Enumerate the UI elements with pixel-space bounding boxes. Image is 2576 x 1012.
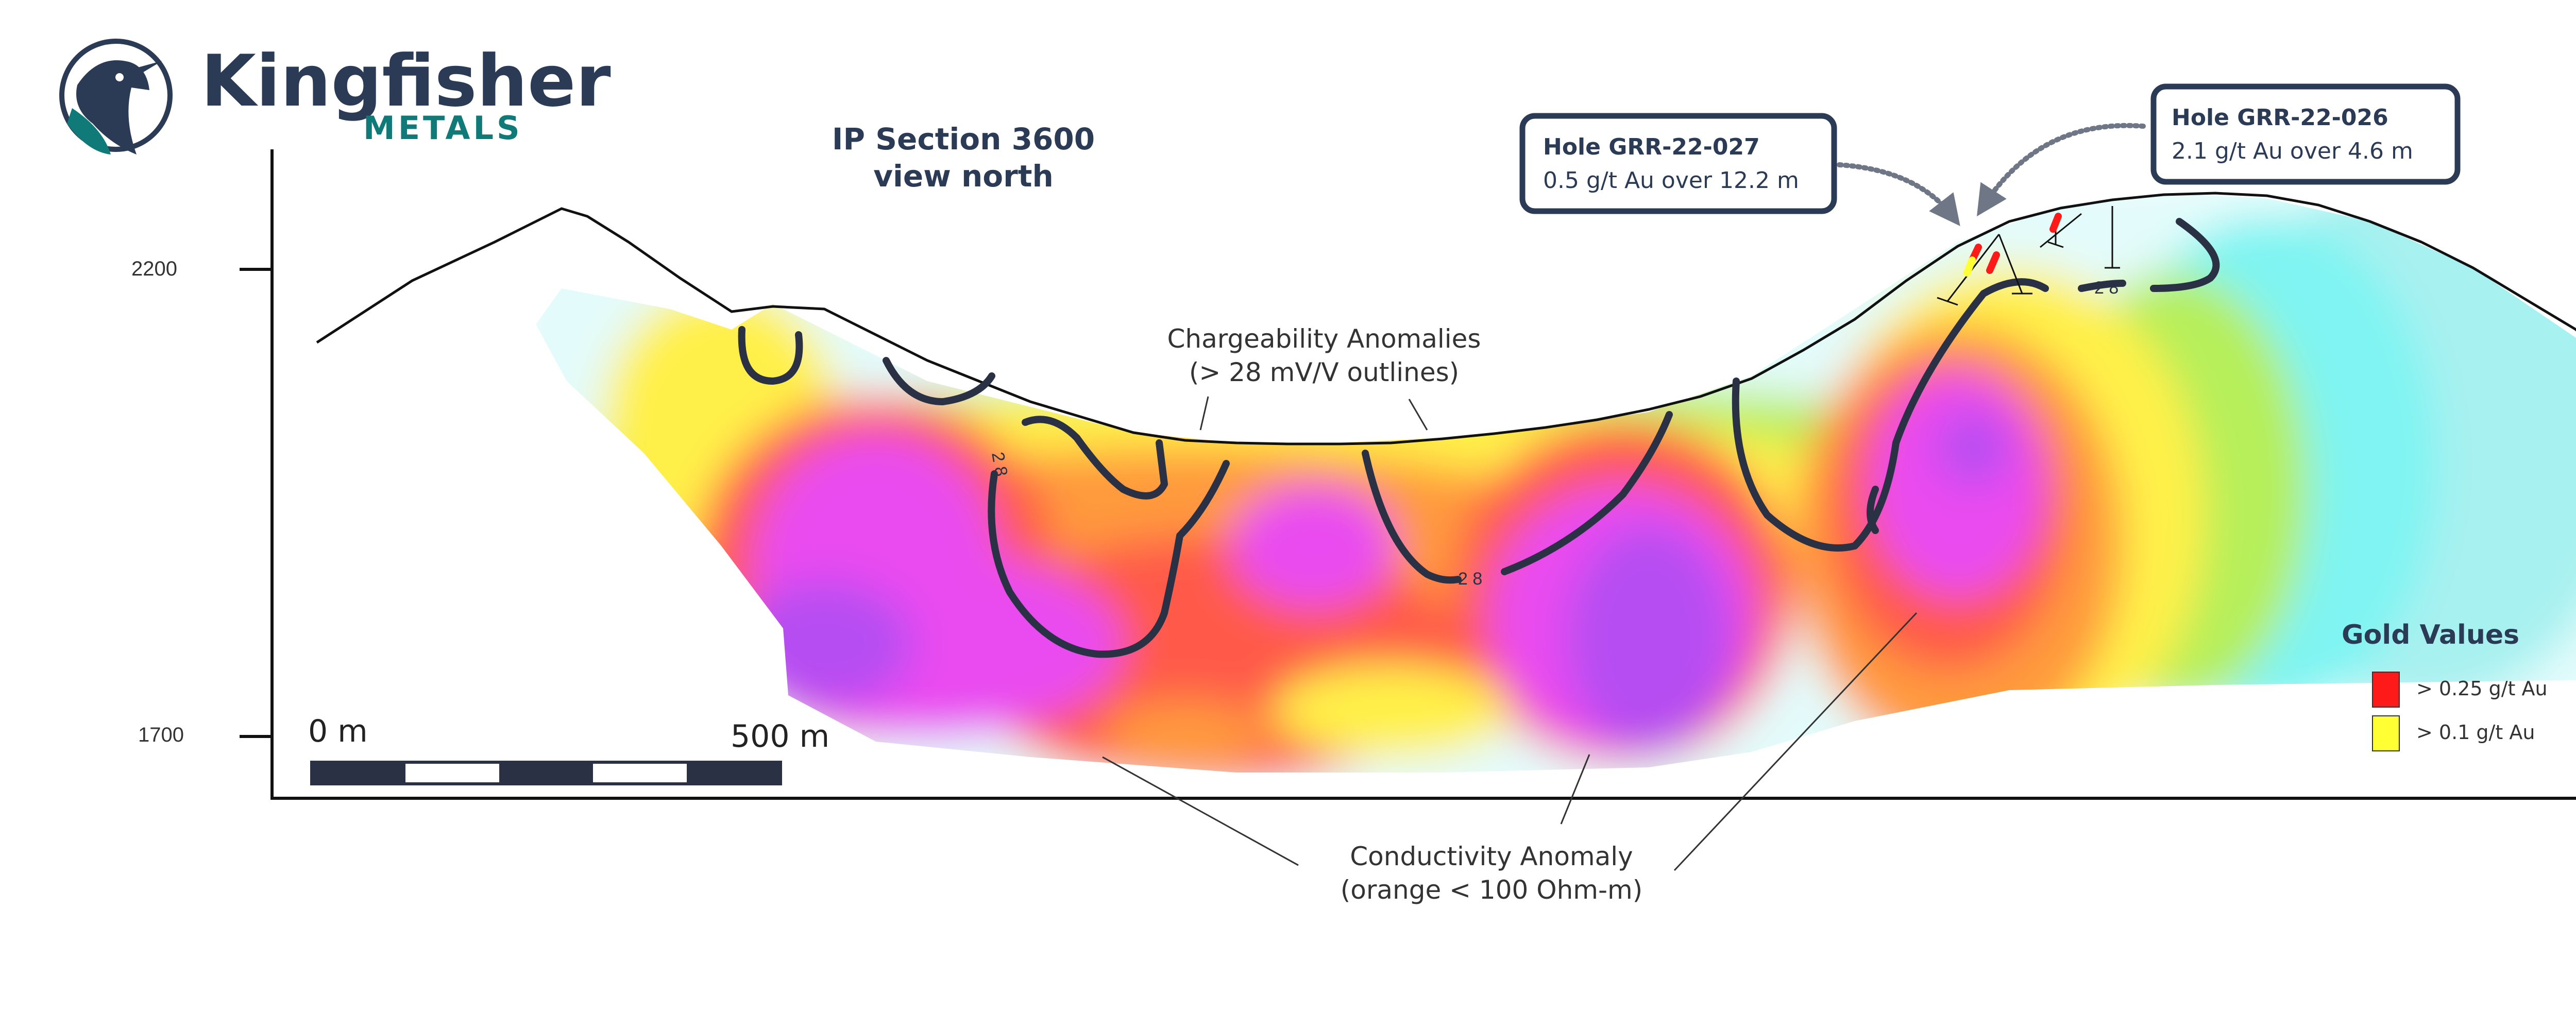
intercept-027-yellow bbox=[1963, 256, 1976, 277]
legend-item-yellow-label: > 0.1 g/t Au bbox=[2416, 721, 2535, 744]
legend-item-red-label: > 0.25 g/t Au bbox=[2416, 677, 2548, 700]
contour-g bbox=[1732, 278, 2049, 552]
elevation-label-1700: 1700 bbox=[138, 724, 184, 746]
chargeability-label-line2: (> 28 mV/V outlines) bbox=[1189, 357, 1459, 387]
callout-026-value: 2.1 g/t Au over 4.6 m bbox=[2172, 138, 2413, 164]
scale-segment-3 bbox=[499, 762, 593, 784]
gold-legend: Gold Values > 0.25 g/t Au > 0.1 g/t Au bbox=[2342, 620, 2548, 751]
topography-line bbox=[316, 192, 2576, 445]
callout-arrows bbox=[1837, 123, 2146, 226]
contour-b bbox=[883, 357, 995, 405]
intercept-026-yellow bbox=[2049, 213, 2062, 233]
ip-colour-field bbox=[536, 193, 2576, 773]
legend-swatch-red bbox=[2372, 672, 2400, 708]
chargeability-contours bbox=[738, 218, 2220, 658]
logo-sub: METALS bbox=[363, 109, 523, 147]
contour-a bbox=[738, 326, 803, 385]
elevation-label-2200: 2200 bbox=[131, 258, 177, 280]
contour-labels: 2 8 2 8 2 8 bbox=[988, 278, 2119, 589]
bird-beak bbox=[121, 61, 162, 82]
section-title-line2: view north bbox=[873, 159, 1054, 194]
scale-start-label: 0 m bbox=[308, 713, 368, 749]
bird-eye bbox=[115, 73, 124, 81]
contour-label-28-left: 2 8 bbox=[988, 451, 1011, 478]
scale-end-label: 500 m bbox=[731, 718, 829, 754]
conductivity-label-line1: Conductivity Anomaly bbox=[1350, 842, 1633, 871]
kingfisher-bird-icon bbox=[59, 39, 173, 152]
callout-026-title: Hole GRR-22-026 bbox=[2172, 105, 2388, 131]
contour-i bbox=[2078, 280, 2126, 292]
contour-f bbox=[1501, 411, 1673, 575]
arrow-026 bbox=[1976, 123, 2146, 217]
contour-label-28-right: 2 8 bbox=[2094, 278, 2119, 298]
kingfisher-logo: Kingfisher METALS bbox=[59, 39, 611, 155]
logo-name: Kingfisher bbox=[201, 40, 611, 123]
contour-label-28-mid: 2 8 bbox=[1458, 569, 1482, 589]
callout-hole-027: Hole GRR-22-027 0.5 g/t Au over 12.2 m bbox=[1519, 113, 1837, 214]
contour-d bbox=[988, 460, 1230, 658]
conductivity-label-line2: (orange < 100 Ohm-m) bbox=[1341, 875, 1643, 905]
callout-027-title: Hole GRR-22-027 bbox=[1543, 134, 1760, 160]
contour-e bbox=[1362, 450, 1462, 584]
bird-body bbox=[76, 60, 149, 155]
bird-wing bbox=[67, 108, 111, 155]
chargeability-annotation: Chargeability Anomalies (> 28 mV/V outli… bbox=[1167, 324, 1481, 431]
arrow-027 bbox=[1837, 162, 1960, 226]
scale-bar: 0 m 500 m bbox=[308, 713, 829, 785]
conductivity-annotation: Conductivity Anomaly (orange < 100 Ohm-m… bbox=[1102, 612, 1918, 905]
callout-hole-026: Hole GRR-22-026 2.1 g/t Au over 4.6 m bbox=[2150, 83, 2461, 185]
legend-title: Gold Values bbox=[2342, 620, 2519, 650]
callout-027-value: 0.5 g/t Au over 12.2 m bbox=[1543, 167, 1799, 194]
contour-c bbox=[1022, 416, 1168, 500]
contour-j bbox=[2150, 218, 2220, 292]
legend-swatch-yellow bbox=[2372, 715, 2400, 751]
gold-intercepts bbox=[1963, 213, 2062, 277]
scale-segment-5 bbox=[687, 762, 781, 784]
intercept-026-red bbox=[1986, 251, 2000, 274]
section-frame: 2200 1700 bbox=[131, 149, 2576, 800]
scale-segment-1 bbox=[312, 762, 405, 784]
contour-h bbox=[1867, 486, 1879, 534]
chargeability-label-line1: Chargeability Anomalies bbox=[1167, 324, 1481, 354]
section-title: IP Section 3600 view north bbox=[832, 122, 1095, 194]
section-title-line1: IP Section 3600 bbox=[832, 122, 1095, 157]
